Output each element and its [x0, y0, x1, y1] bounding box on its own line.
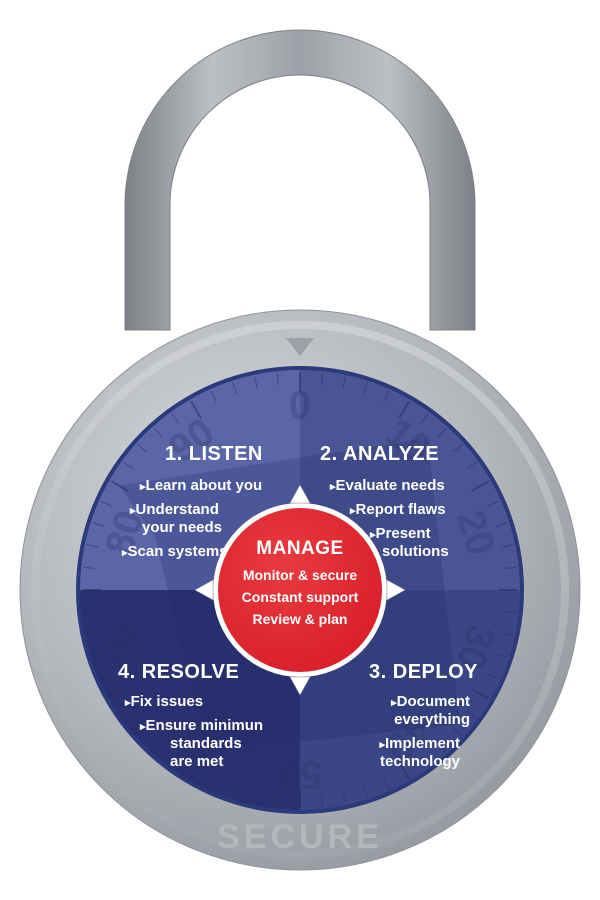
dial-number: 0: [289, 384, 311, 428]
padlock-infographic: { "type": "infographic", "shape": "combi…: [0, 0, 600, 900]
quadrant-item: are met: [170, 753, 223, 770]
quadrant-title-deploy: 3. DEPLOY: [369, 661, 478, 683]
quadrant-item: ▸Implement: [378, 735, 460, 752]
quadrant-item: everything: [394, 711, 470, 728]
secure-label: SECURE: [217, 818, 383, 856]
quadrant-item: ▸Understand: [129, 501, 219, 518]
quadrant-item: standards: [170, 735, 242, 752]
center-title: MANAGE: [256, 538, 343, 559]
quadrant-item: ▸Document: [390, 693, 470, 710]
quadrant-title-resolve: 4. RESOLVE: [118, 661, 239, 683]
quadrant-item: your needs: [142, 519, 222, 536]
center-item: Constant support: [242, 589, 359, 605]
dial-number: 50: [278, 752, 323, 796]
quadrant-item: ▸Evaluate needs: [329, 477, 445, 494]
quadrant-item: ▸Scan systems: [121, 543, 228, 560]
padlock-svg: 01020304050607080901. LISTEN▸Learn about…: [0, 0, 600, 900]
quadrant-item: technology: [380, 753, 461, 770]
quadrant-item: ▸Ensure minimun: [139, 717, 263, 734]
center-item: Monitor & secure: [243, 567, 358, 583]
quadrant-item: ▸Fix issues: [124, 693, 203, 710]
quadrant-item: ▸Learn about you: [139, 477, 262, 494]
shackle: [125, 30, 475, 330]
quadrant-title-analyze: 2. ANALYZE: [320, 443, 439, 465]
quadrant-item: ▸Report flaws: [349, 501, 446, 518]
quadrant-title-listen: 1. LISTEN: [165, 443, 263, 465]
quadrant-item: ▸Present: [369, 525, 431, 542]
quadrant-item: solutions: [382, 543, 449, 560]
center-item: Review & plan: [253, 611, 348, 627]
